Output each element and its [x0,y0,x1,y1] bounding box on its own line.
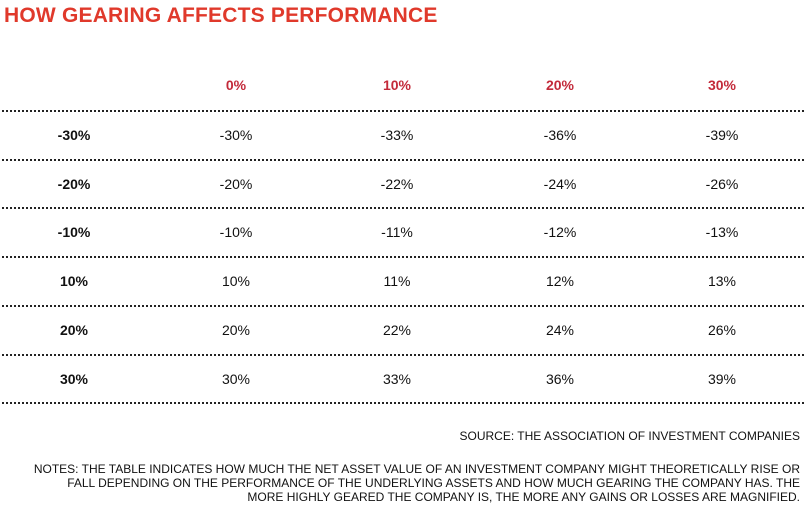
row-divider [2,207,804,210]
row-divider [2,158,804,161]
table-cell: 36% [545,370,575,387]
table-cell: 22% [382,321,412,338]
row-label: 20% [59,321,89,338]
row-label: -20% [57,175,91,192]
row-label: -10% [57,224,91,241]
source-note: SOURCE: THE ASSOCIATION OF INVESTMENT CO… [459,429,801,443]
table-cell: 24% [545,321,575,338]
table-cell: -11% [381,224,413,241]
table-cell: -12% [543,224,577,241]
table-cell: -26% [705,175,739,192]
table-cell: -30% [219,127,253,143]
table-cell: 26% [707,321,737,338]
table-cell: -13% [705,224,739,241]
table-cell: 10% [221,273,251,290]
table-cell: 30% [221,370,251,387]
table-cell: -39% [705,127,739,143]
table-cell: 39% [707,370,737,387]
column-header: 20% [545,77,575,93]
table-cell: 11% [383,273,411,290]
row-divider [2,402,804,405]
table-cell: 33% [382,370,412,387]
column-header: 0% [225,77,247,93]
column-header: 30% [707,77,737,93]
chart-title: HOW GEARING AFFECTS PERFORMANCE [4,4,438,27]
row-divider [2,304,804,307]
table-cell: 12% [545,273,575,290]
table-cell: 20% [221,321,251,338]
table-cell: -10% [219,224,253,241]
table-cell: -20% [219,175,253,192]
table-cell: 13% [707,273,737,290]
row-label: 30% [59,370,89,387]
table-cell: -22% [380,175,414,192]
row-label: 10% [59,273,89,290]
row-divider [2,110,804,112]
row-divider [2,353,804,356]
table-cell: -24% [543,175,577,192]
row-label: -30% [57,127,91,143]
table-cell: -36% [543,127,577,143]
row-divider [2,256,804,259]
notes-text: NOTES: THE TABLE INDICATES HOW MUCH THE … [33,462,800,504]
table-cell: -33% [380,127,414,143]
column-header: 10% [382,77,412,93]
